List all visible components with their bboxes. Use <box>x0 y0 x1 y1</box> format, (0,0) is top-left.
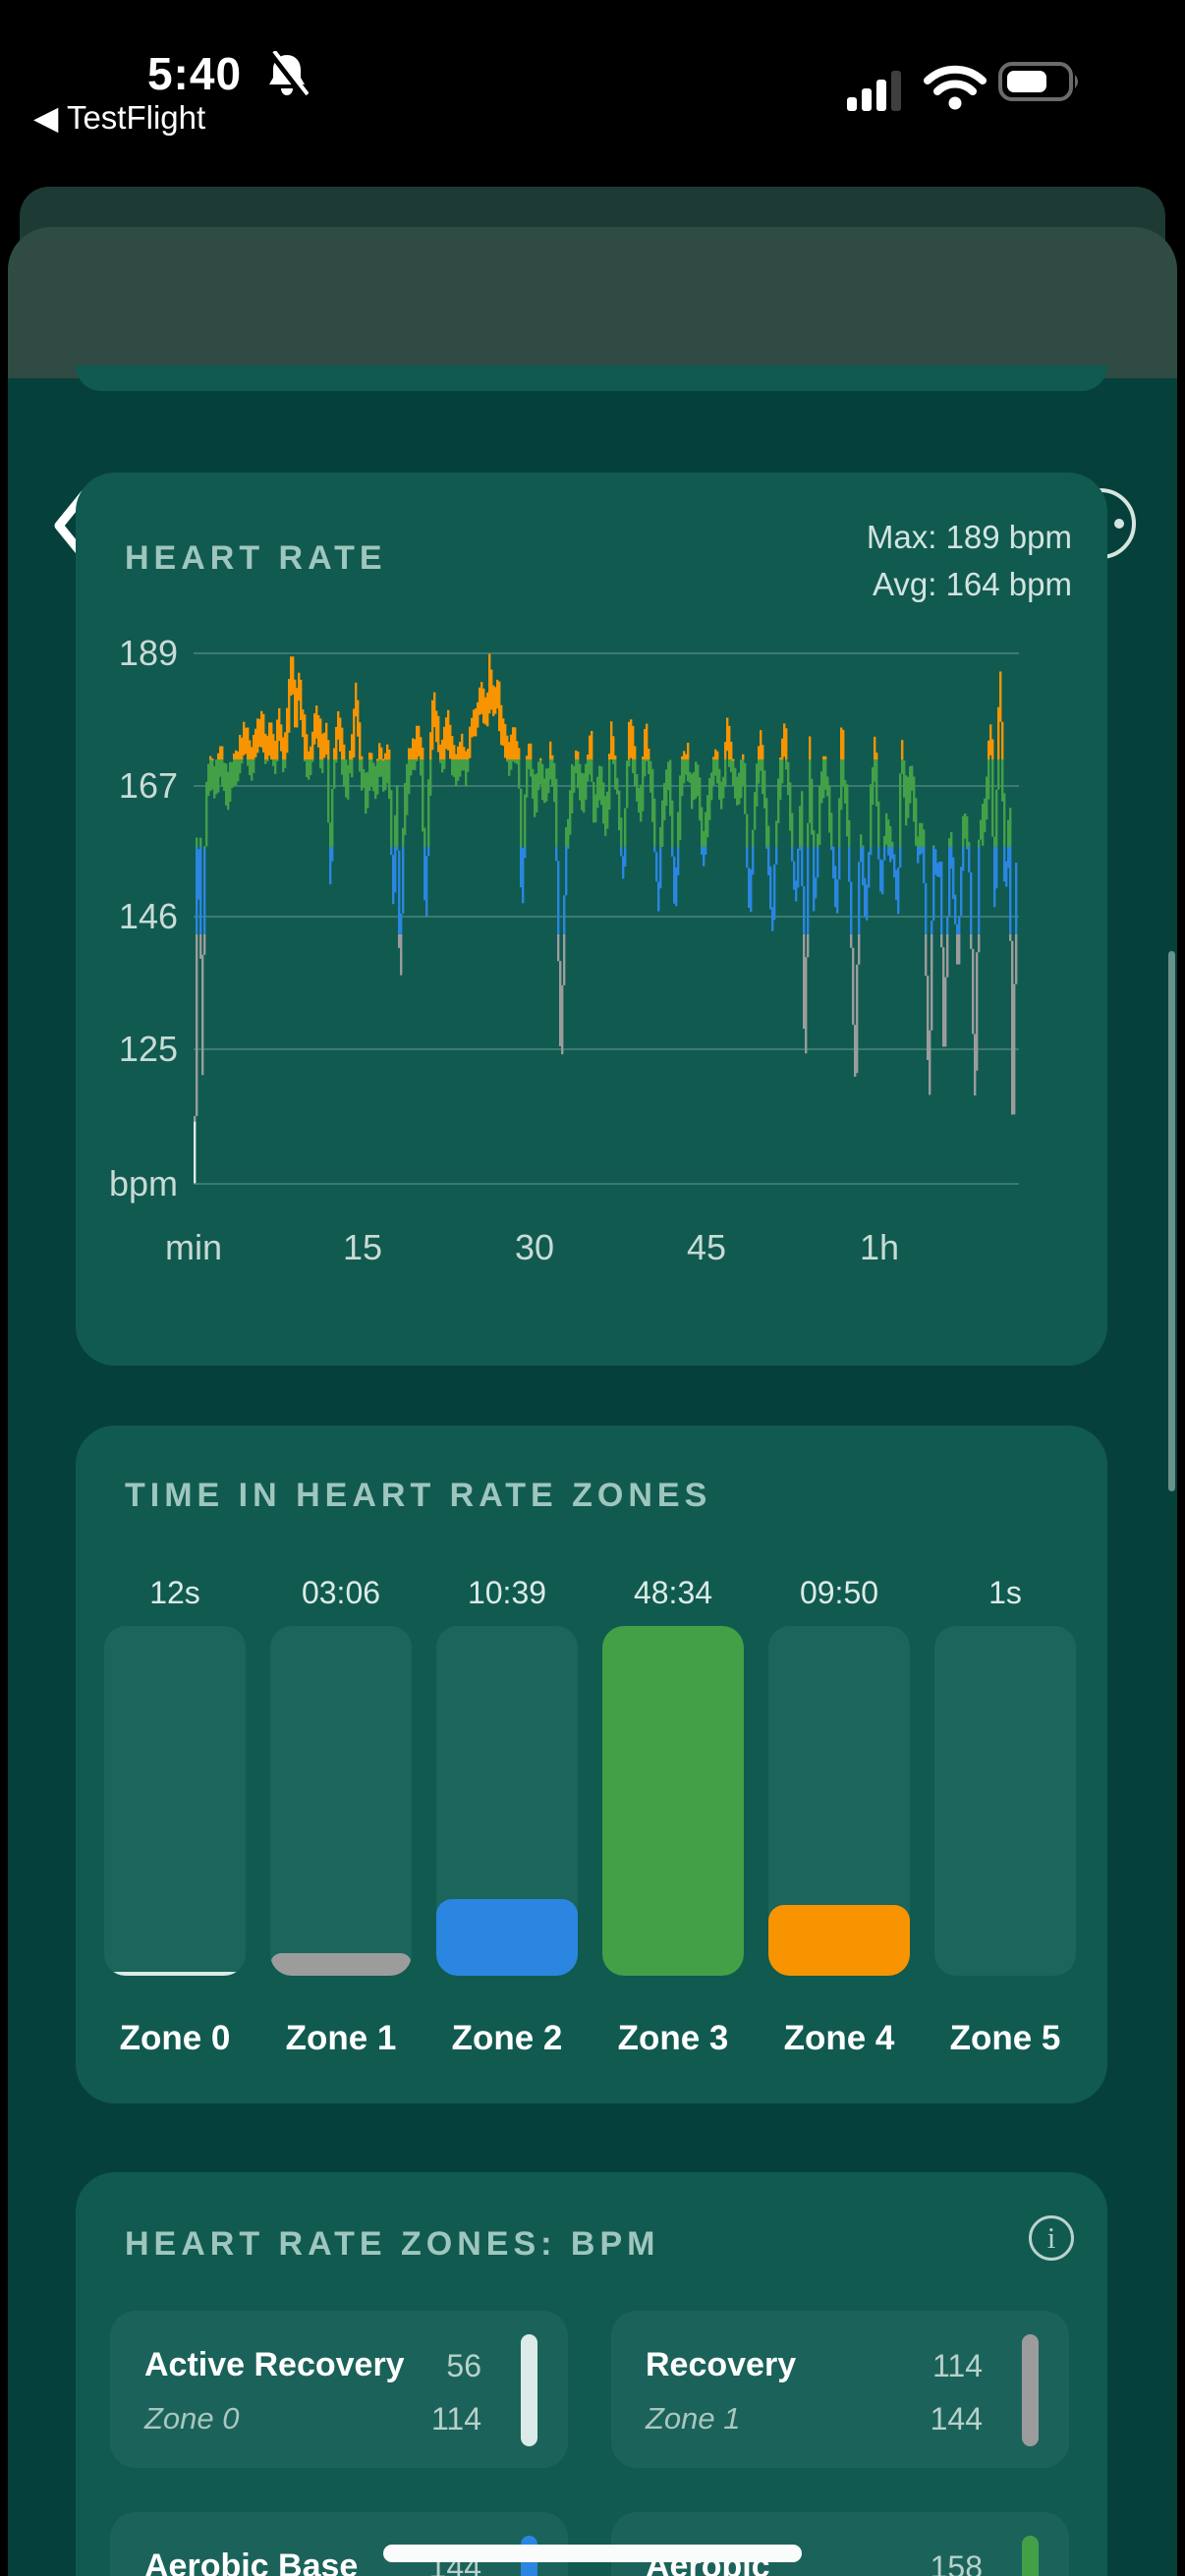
zone-tile-high-bpm: 114 <box>430 2401 481 2436</box>
zone-duration: 09:50 <box>799 1575 879 1610</box>
gridline-baseline <box>194 1183 1019 1185</box>
zone-label: Zone 3 <box>617 2019 729 2057</box>
zone-bar-fill <box>602 1626 744 1976</box>
y-axis-tick: 146 <box>118 896 178 936</box>
cellular-signal-icon <box>847 71 901 111</box>
zone-tile-zone: Zone 0 <box>144 2401 240 2436</box>
heart-rate-chart <box>194 653 1018 1184</box>
ellipsis-icon <box>1114 519 1124 529</box>
zone-column: 12s Zone 0 <box>104 1426 246 2103</box>
zone-bar-track <box>602 1626 744 1976</box>
gridline-146 <box>194 916 1019 918</box>
mute-bell-icon <box>268 51 309 98</box>
zone-duration: 48:34 <box>633 1575 713 1610</box>
series-zone-3 <box>196 759 1012 849</box>
navigation-bar: Back Running <box>8 227 1177 562</box>
zone-label: Zone 5 <box>949 2019 1061 2057</box>
series-zone-0 <box>194 1121 197 1184</box>
bpm-zones-card: HEART RATE ZONES: BPM i Active Recovery … <box>76 2172 1107 2576</box>
gridline-125 <box>194 1048 1019 1050</box>
zone-range-tile: Recovery 114 Zone 1 144 <box>611 2311 1069 2468</box>
heart-rate-card: HEART RATE Max: 189 bpm Avg: 164 bpm 189… <box>76 473 1107 1366</box>
zone-column: 48:34 Zone 3 <box>602 1426 744 2103</box>
zone-tile-name: Recovery <box>646 2346 797 2383</box>
battery-icon <box>998 62 1078 101</box>
y-axis-tick: 167 <box>118 765 178 806</box>
zone-tile-name: Active Recovery <box>144 2346 405 2383</box>
zone-bar-fill <box>270 1953 412 1976</box>
zone-tile-high-bpm: 144 <box>930 2401 983 2436</box>
zone-color-pill <box>521 2334 537 2446</box>
series-zone-1 <box>194 933 1018 1122</box>
zone-label: Zone 1 <box>285 2019 397 2057</box>
zone-duration: 12s <box>149 1575 200 1610</box>
zone-label: Zone 4 <box>783 2019 895 2057</box>
zone-tile-low-bpm: 114 <box>931 2348 983 2383</box>
series-zone-4 <box>209 653 1004 761</box>
zone-tile-low-bpm: 56 <box>446 2348 481 2383</box>
zone-bar-track <box>436 1626 578 1976</box>
zone-range-tile: Aerobic Base 144 <box>110 2512 568 2576</box>
x-axis-tick: 30 <box>514 1227 555 1267</box>
x-axis-tick: 15 <box>342 1227 383 1267</box>
status-time: 5:40 <box>146 48 243 99</box>
zone-bar-track <box>934 1626 1076 1976</box>
zone-tile-low-bpm: 158 <box>930 2549 983 2576</box>
zone-label: Zone 0 <box>119 2019 231 2057</box>
zone-column: 1s Zone 5 <box>934 1426 1076 2103</box>
time-in-zones-card: TIME IN HEART RATE ZONES 12s Zone 0 03:0… <box>76 1426 1107 2103</box>
zone-range-tile: Aerobic 158 <box>611 2512 1069 2576</box>
avg-bpm-label: Avg: 164 bpm <box>872 566 1072 602</box>
max-bpm-label: Max: 189 bpm <box>866 519 1072 555</box>
zone-bar-track <box>768 1626 910 1976</box>
info-icon: i <box>1046 2220 1056 2255</box>
scrollbar-thumb[interactable] <box>1168 951 1175 1491</box>
heart-rate-stats: Max: 189 bpm Avg: 164 bpm <box>867 514 1072 608</box>
zone-tile-name: Aerobic Base <box>144 2548 359 2576</box>
bpm-zones-title: HEART RATE ZONES: BPM <box>125 2225 660 2263</box>
zone-column: 09:50 Zone 4 <box>768 1426 910 2103</box>
gridline-189 <box>194 652 1019 654</box>
y-axis-unit-label: bpm <box>108 1163 178 1204</box>
zone-bar-fill <box>768 1905 910 1976</box>
previous-card-edge <box>76 365 1107 391</box>
x-axis-tick: 1h <box>859 1227 900 1267</box>
zone-color-pill <box>1022 2334 1039 2446</box>
zone-color-pill <box>1022 2536 1039 2576</box>
zone-tile-zone: Zone 1 <box>646 2401 741 2436</box>
gridline-167 <box>194 785 1019 787</box>
zone-bar-fill <box>104 1972 246 1976</box>
heart-rate-card-title: HEART RATE <box>125 539 387 577</box>
zone-bar-track <box>270 1626 412 1976</box>
series-zone-2 <box>196 846 1018 934</box>
wifi-icon <box>924 65 987 110</box>
time-in-zones-title: TIME IN HEART RATE ZONES <box>125 1477 712 1514</box>
zone-range-tile: Active Recovery 56 Zone 0 114 <box>110 2311 568 2468</box>
info-button[interactable]: i <box>1029 2215 1074 2261</box>
zone-column: 03:06 Zone 1 <box>270 1426 412 2103</box>
zone-duration: 10:39 <box>467 1575 547 1610</box>
y-axis-tick: 125 <box>118 1029 178 1069</box>
y-axis-tick: 189 <box>118 633 178 673</box>
return-to-app-link[interactable]: ◀ TestFlight <box>33 99 206 136</box>
zone-bar-fill <box>436 1899 578 1976</box>
x-axis-tick: min <box>164 1227 222 1267</box>
x-axis-tick: 45 <box>686 1227 727 1267</box>
zone-duration: 1s <box>988 1575 1022 1610</box>
zone-column: 10:39 Zone 2 <box>436 1426 578 2103</box>
zone-bar-track <box>104 1626 246 1976</box>
zone-label: Zone 2 <box>451 2019 563 2057</box>
home-indicator[interactable] <box>383 2545 802 2562</box>
zone-duration: 03:06 <box>301 1575 381 1610</box>
